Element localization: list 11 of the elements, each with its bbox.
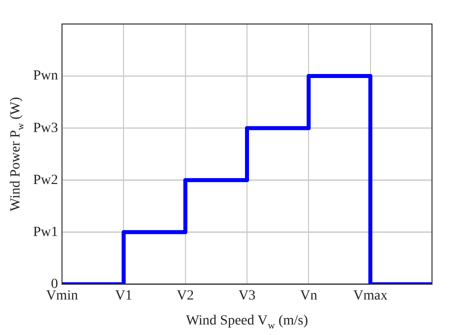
ref-line-label: Pw2 bbox=[33, 172, 58, 188]
x-tick-label: V3 bbox=[238, 288, 256, 304]
x-tick-label: Vmax bbox=[353, 288, 388, 304]
y-axis-title: Wind Power Pw (W) bbox=[8, 96, 26, 212]
x-tick-label: Vn bbox=[300, 288, 318, 304]
ref-line-label: Pw1 bbox=[33, 224, 58, 240]
x-tick-label: V1 bbox=[115, 288, 132, 304]
ref-line-label: Pwn bbox=[33, 68, 58, 84]
x-tick-label: V2 bbox=[176, 288, 194, 304]
x-tick-label: Vmin bbox=[46, 288, 78, 304]
ref-line-label: Pw3 bbox=[33, 120, 58, 136]
